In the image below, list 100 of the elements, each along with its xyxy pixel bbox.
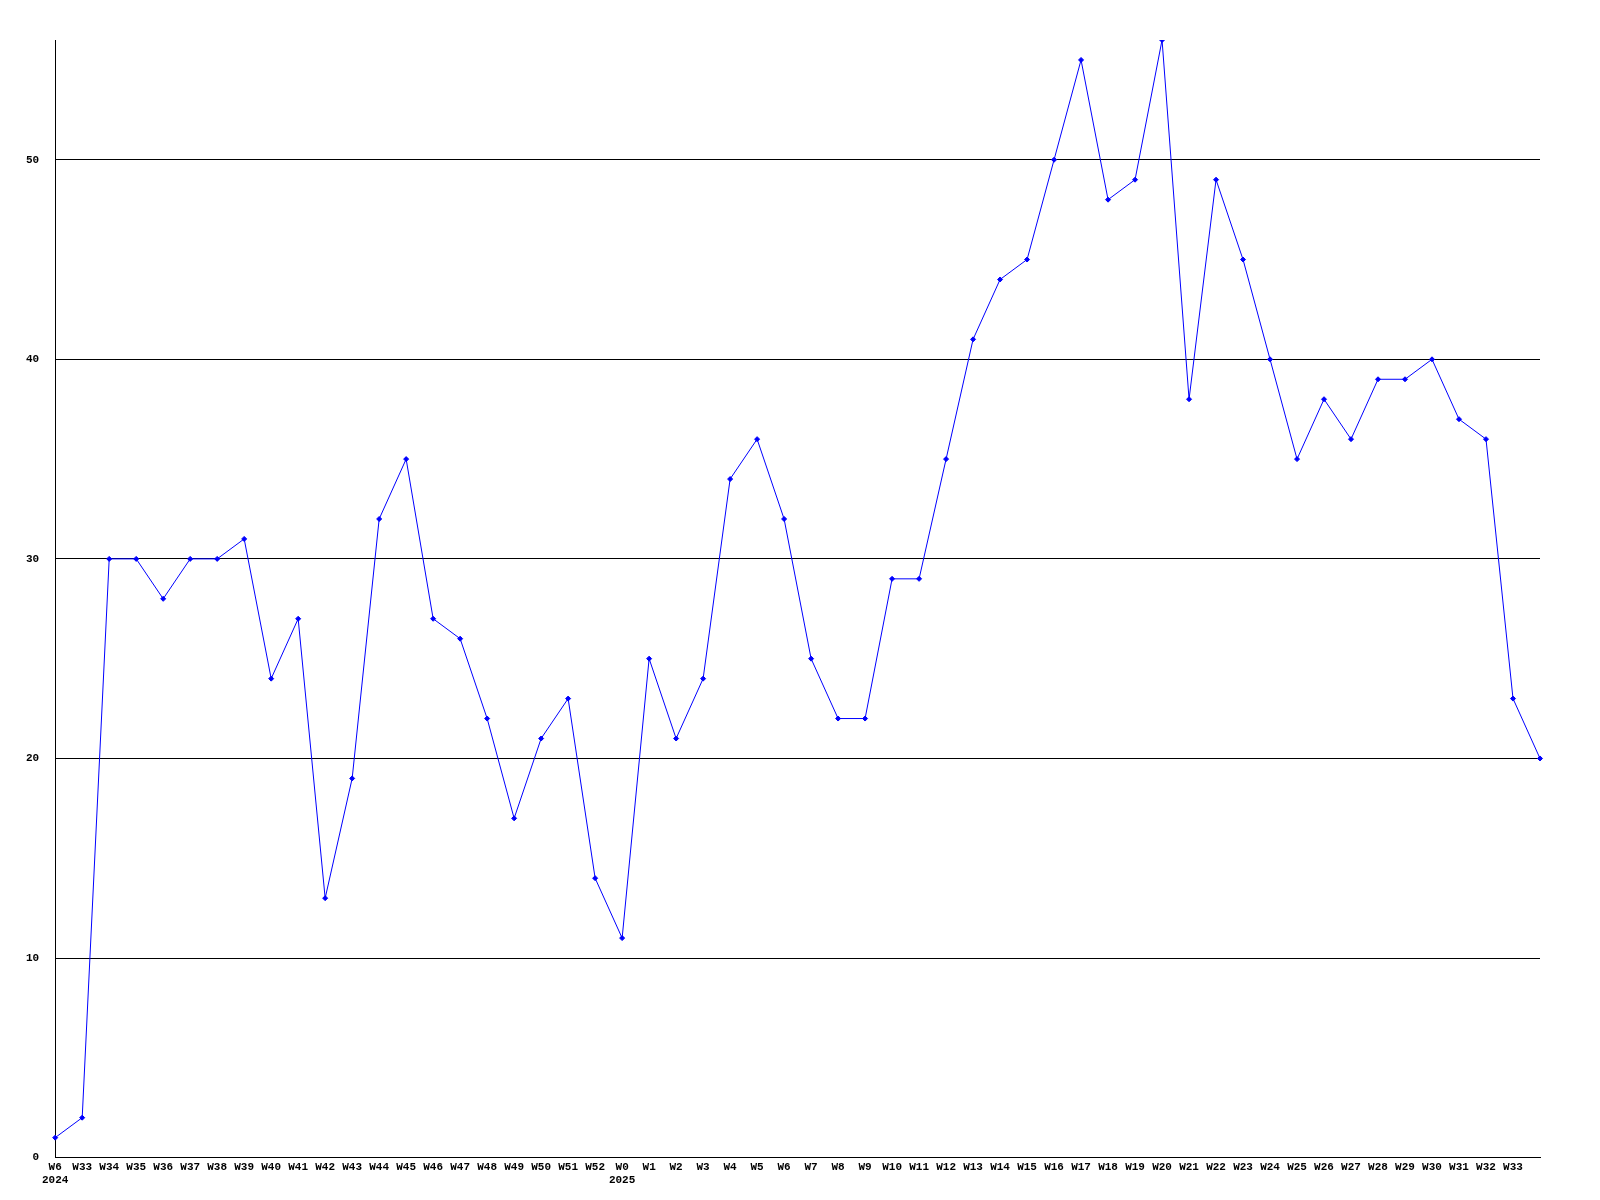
point bbox=[1456, 416, 1463, 423]
point bbox=[808, 655, 815, 662]
x-tick-label: W7 bbox=[804, 1160, 818, 1173]
point bbox=[754, 436, 761, 443]
point bbox=[673, 735, 680, 742]
x-tick-label: W32 bbox=[1476, 1160, 1496, 1173]
x-tick-label: W3 bbox=[696, 1160, 711, 1173]
point bbox=[1078, 56, 1085, 63]
x-tick-label: W38 bbox=[207, 1160, 228, 1173]
x-tick-label: W14 bbox=[990, 1160, 1011, 1173]
x-tick-label: W5 bbox=[750, 1160, 765, 1173]
y-tick-label: 10 bbox=[26, 951, 40, 964]
x-tick-label: W8 bbox=[831, 1160, 846, 1173]
point bbox=[457, 635, 464, 642]
point bbox=[403, 456, 410, 463]
point bbox=[52, 1134, 59, 1141]
x-tick-label: W11 bbox=[909, 1160, 930, 1173]
x-tick-label: W51 bbox=[558, 1160, 579, 1173]
y-tick-label: 40 bbox=[26, 353, 40, 366]
point bbox=[943, 456, 950, 463]
point bbox=[538, 735, 545, 742]
point bbox=[592, 875, 599, 882]
x-tick-label: W45 bbox=[396, 1160, 417, 1173]
y-tick-label: 30 bbox=[26, 552, 40, 565]
x-tick-label: W0 2025 bbox=[608, 1160, 636, 1187]
x-tick-label: W24 bbox=[1260, 1160, 1281, 1173]
x-tick-label: W23 bbox=[1233, 1160, 1254, 1173]
point bbox=[727, 476, 734, 483]
x-tick-label: W49 bbox=[504, 1160, 525, 1173]
point bbox=[781, 515, 788, 522]
x-tick-label: W35 bbox=[126, 1160, 147, 1173]
x-tick-label: W21 bbox=[1179, 1160, 1200, 1173]
x-tick-label: W16 bbox=[1044, 1160, 1064, 1173]
point bbox=[700, 675, 707, 682]
x-tick-label: W41 bbox=[288, 1160, 309, 1173]
x-tick-label: W27 bbox=[1341, 1160, 1361, 1173]
x-tick-label: W43 bbox=[342, 1160, 363, 1173]
x-tick-label: W50 bbox=[531, 1160, 552, 1173]
x-tick-label: W34 bbox=[99, 1160, 120, 1173]
x-tick-label: W52 bbox=[585, 1160, 606, 1173]
point bbox=[349, 775, 356, 782]
y-tick-label: 20 bbox=[26, 752, 40, 765]
point bbox=[1483, 436, 1490, 443]
x-tick-label: W28 bbox=[1368, 1160, 1389, 1173]
point bbox=[484, 715, 491, 722]
point bbox=[619, 935, 626, 942]
x-tick-label: W18 bbox=[1098, 1160, 1119, 1173]
point bbox=[1294, 456, 1301, 463]
point bbox=[1051, 156, 1058, 163]
point bbox=[241, 535, 248, 542]
point bbox=[106, 555, 113, 562]
x-tick-label: W25 bbox=[1287, 1160, 1308, 1173]
x-tick-label: W19 bbox=[1125, 1160, 1145, 1173]
point bbox=[1267, 356, 1274, 363]
point bbox=[1510, 695, 1516, 702]
point bbox=[1375, 376, 1382, 383]
x-tick-label: W37 bbox=[180, 1160, 201, 1173]
point bbox=[862, 715, 869, 722]
x-tick-label: W13 bbox=[963, 1160, 984, 1173]
point bbox=[1105, 196, 1112, 203]
point bbox=[430, 615, 437, 622]
x-tick-label: W33 bbox=[72, 1160, 93, 1173]
point bbox=[268, 675, 275, 682]
point bbox=[187, 555, 194, 562]
point bbox=[916, 575, 923, 582]
point bbox=[1240, 256, 1247, 263]
point bbox=[511, 815, 518, 822]
point bbox=[970, 336, 977, 343]
x-tick-label: W15 bbox=[1017, 1160, 1038, 1173]
point bbox=[1348, 436, 1355, 443]
x-tick-label: W10 bbox=[882, 1160, 902, 1173]
point bbox=[1186, 396, 1193, 403]
x-tick-label: W17 bbox=[1071, 1160, 1091, 1173]
point bbox=[835, 715, 842, 722]
point bbox=[1213, 176, 1220, 183]
point bbox=[646, 655, 653, 662]
point bbox=[997, 276, 1004, 283]
x-tick-label: W9 bbox=[858, 1160, 872, 1173]
x-tick-label: W47 bbox=[450, 1160, 471, 1173]
x-tick-label: W1 bbox=[642, 1160, 657, 1173]
y-tick-label: 0 bbox=[32, 1151, 40, 1164]
x-tick-label: W44 bbox=[369, 1160, 390, 1173]
point bbox=[1132, 176, 1139, 183]
point bbox=[1321, 396, 1328, 403]
y-tick-label: 50 bbox=[26, 153, 40, 166]
point bbox=[1537, 755, 1543, 762]
point bbox=[565, 695, 572, 702]
x-tick-label: W40 bbox=[261, 1160, 282, 1173]
x-tick-label: W39 bbox=[234, 1160, 255, 1173]
point bbox=[133, 555, 140, 562]
point bbox=[295, 615, 302, 622]
x-tick-label: W33 bbox=[1503, 1160, 1524, 1173]
point bbox=[1429, 356, 1436, 363]
x-tick-label: W2 bbox=[669, 1160, 683, 1173]
x-tick-label: W6 bbox=[777, 1160, 791, 1173]
point bbox=[1402, 376, 1409, 383]
x-tick-label: W31 bbox=[1449, 1160, 1470, 1173]
x-tick-label: W46 bbox=[423, 1160, 444, 1173]
x-tick-label: W48 bbox=[477, 1160, 498, 1173]
point bbox=[79, 1114, 86, 1121]
